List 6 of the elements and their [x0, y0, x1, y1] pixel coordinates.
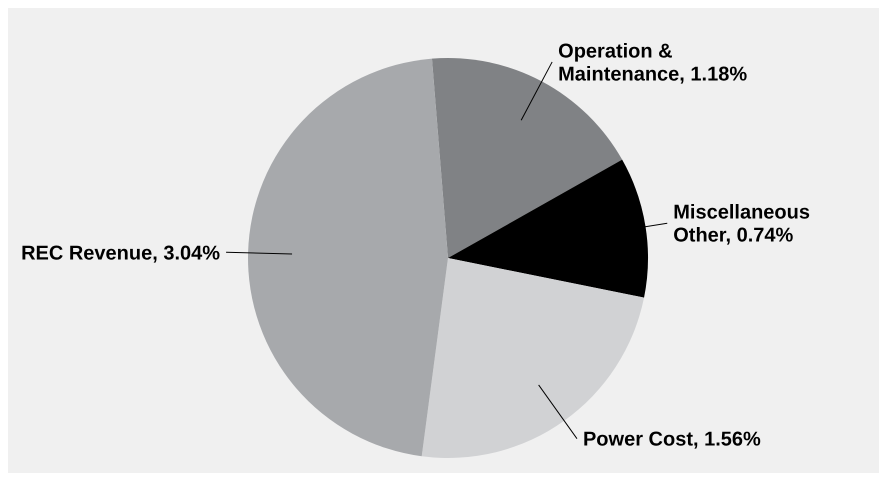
slice-label: Miscellaneous Other, 0.74% — [673, 202, 810, 247]
slice-label: Operation & Maintenance, 1.18% — [558, 40, 748, 86]
slice-label: REC Revenue, 3.04% — [21, 242, 220, 264]
pie-slice — [422, 258, 644, 458]
slice-label: Power Cost, 1.56% — [582, 428, 762, 451]
pie-slice — [248, 58, 448, 456]
